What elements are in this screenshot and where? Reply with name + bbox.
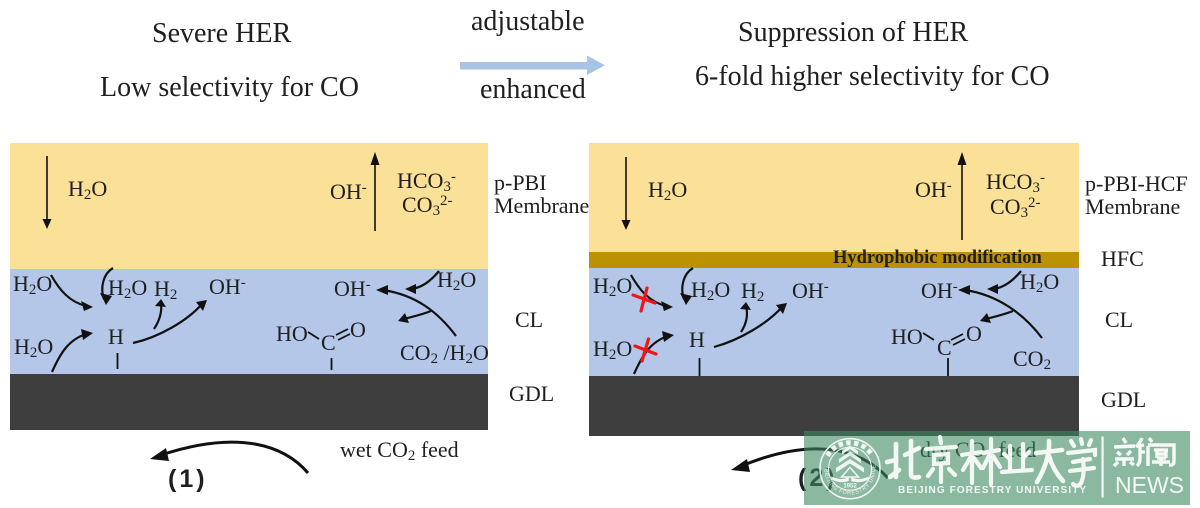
svg-text:BEIJING FORESTRY UNIVERSITY: BEIJING FORESTRY UNIVERSITY [0, 0, 878, 497]
svg-text:1952: 1952 [843, 484, 857, 490]
